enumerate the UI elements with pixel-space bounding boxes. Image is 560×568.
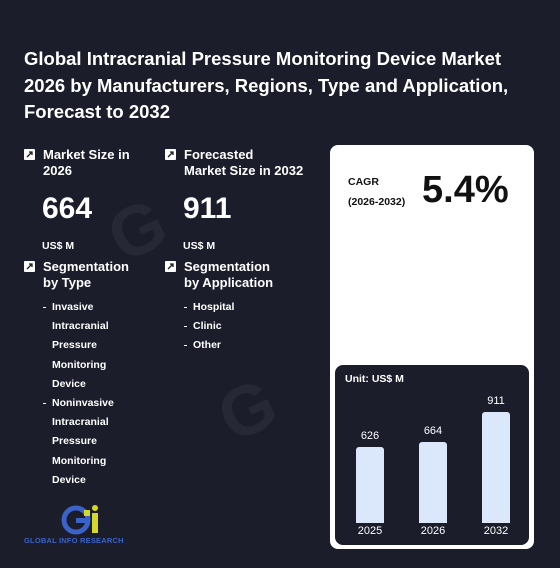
bar-category-label: 2025 xyxy=(357,525,383,537)
market-size-block: Market Size in 2026 664 US$ M xyxy=(24,147,154,252)
cagr-card: CAGR (2026-2032) 5.4% Unit: US$ M 626 202… xyxy=(330,145,534,549)
page-title: Global Intracranial Pressure Monitoring … xyxy=(24,48,509,122)
bar-2026 xyxy=(419,442,447,523)
chart-unit-label: Unit: US$ M xyxy=(345,373,404,385)
bar-value-label: 626 xyxy=(360,429,380,442)
gir-logo-icon xyxy=(61,505,98,535)
seg-app-label: Segmentation by Application xyxy=(184,259,274,290)
bar-value-label: 911 xyxy=(487,395,505,408)
bar-2025 xyxy=(356,446,384,523)
list-item: Hospital xyxy=(183,298,325,317)
list-item: Noninvasive Intracranial Pressure Monito… xyxy=(42,394,154,490)
list-item: Invasive Intracranial Pressure Monitorin… xyxy=(42,298,154,394)
bar-value-label: 664 xyxy=(423,425,443,438)
seg-type-block: Segmentation by Type Invasive Intracrani… xyxy=(24,259,154,490)
seg-type-list: Invasive Intracranial Pressure Monitorin… xyxy=(42,298,154,490)
seg-app-list: Hospital Clinic Other xyxy=(183,298,325,356)
seg-app-block: Segmentation by Application Hospital Cli… xyxy=(165,259,325,356)
list-item: Other xyxy=(183,336,325,355)
forecasted-value: 911 xyxy=(183,192,232,225)
forecasted-block: Forecasted Market Size in 2032 911 US$ M xyxy=(165,147,325,252)
external-link-icon xyxy=(24,261,35,272)
bar-chart: Unit: US$ M 626 2025 664 2026 911 2032 xyxy=(335,365,529,545)
list-item: Clinic xyxy=(183,317,325,336)
market-size-value: 664 xyxy=(42,192,93,225)
logo-text: GLOBAL INFO RESEARCH xyxy=(24,536,124,545)
bar-category-label: 2032 xyxy=(483,525,509,537)
market-size-label: Market Size in 2026 xyxy=(43,147,130,178)
forecasted-unit: US$ M xyxy=(183,240,216,252)
forecasted-label: Forecasted Market Size in 2032 xyxy=(184,147,304,178)
logo: GLOBAL INFO RESEARCH xyxy=(24,505,144,547)
bar-category-label: 2026 xyxy=(420,525,446,537)
bar-2032 xyxy=(482,412,510,523)
external-link-icon xyxy=(24,149,35,160)
market-size-unit: US$ M xyxy=(42,240,75,252)
external-link-icon xyxy=(165,261,176,272)
external-link-icon xyxy=(165,149,176,160)
watermark: G xyxy=(206,363,289,457)
cagr-value: 5.4% xyxy=(422,169,509,211)
seg-type-label: Segmentation by Type xyxy=(43,259,129,290)
cagr-label: CAGR (2026-2032) xyxy=(348,176,406,208)
